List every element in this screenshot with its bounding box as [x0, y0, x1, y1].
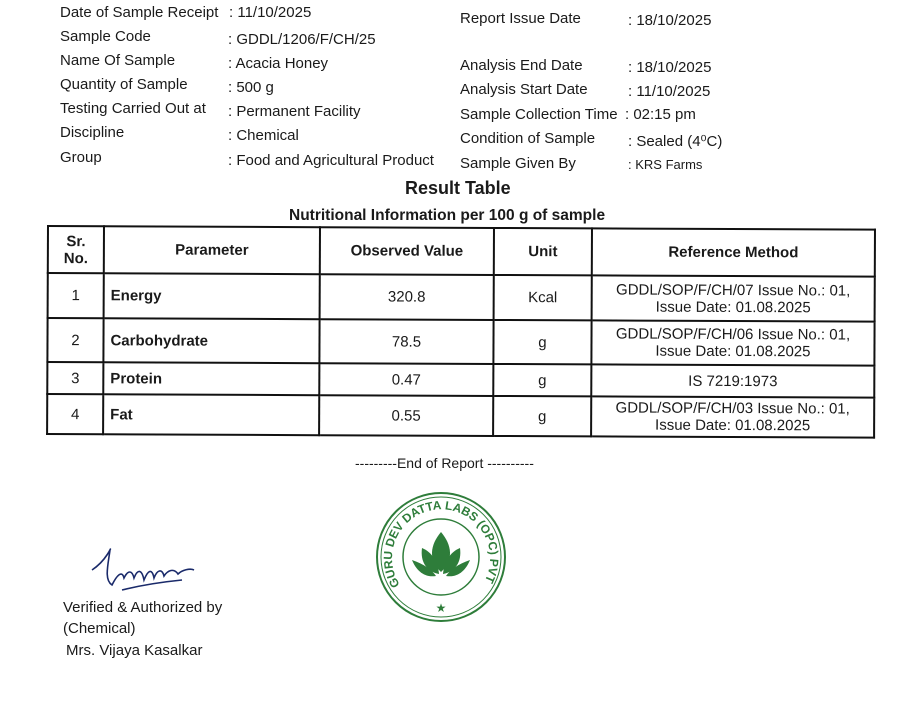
field-value: : Food and Agricultural Product [228, 152, 434, 169]
cell-unit: g [493, 363, 592, 397]
field-value: : 18/10/2025 [628, 59, 712, 76]
cell-reference-method: IS 7219:1973 [591, 364, 875, 398]
field-label: Report Issue Date [460, 10, 581, 27]
cell-sr-no: 4 [47, 394, 104, 435]
field-value: : Permanent Facility [228, 103, 361, 120]
field-value: : 18/10/2025 [628, 12, 712, 29]
signature [91, 548, 195, 591]
header-unit: Unit [493, 227, 592, 276]
header-sr-no: Sr. No. [47, 226, 104, 274]
field-value: : 500 g [228, 79, 274, 96]
field-label: Condition of Sample [460, 130, 596, 147]
field-value: : Sealed (4⁰C) [628, 133, 723, 150]
table-row: 3 Protein 0.47 g IS 7219:1973 [47, 362, 875, 398]
lotus-icon [412, 532, 470, 577]
field-label: Quantity of Sample [60, 76, 188, 93]
field-value: : 02:15 pm [625, 106, 696, 123]
header-reference-method: Reference Method [591, 228, 875, 277]
result-table-title: Result Table [405, 178, 511, 198]
field-value: : KRS Farms [628, 157, 703, 172]
header-observed-value: Observed Value [319, 227, 494, 275]
signature-discipline: (Chemical) [63, 620, 136, 637]
cell-sr-no: 1 [47, 273, 104, 319]
cell-reference-method: GDDL/SOP/F/CH/07 Issue No.: 01, Issue Da… [591, 275, 875, 322]
field-label: Sample Collection Time [460, 106, 618, 123]
cell-sr-no: 2 [47, 318, 104, 363]
field-value: : Acacia Honey [228, 55, 329, 72]
star-icon: ★ [436, 601, 447, 615]
cell-observed-value: 78.5 [319, 319, 494, 364]
field-value: : GDDL/1206/F/CH/25 [228, 31, 376, 48]
lab-stamp: GURU DEV DATTA LABS (OPC) PVT LTD ★ [372, 490, 506, 622]
cell-observed-value: 320.8 [319, 274, 494, 320]
field-label: Discipline [60, 124, 125, 141]
header-parameter: Parameter [103, 226, 320, 275]
field-value: : 11/10/2025 [229, 4, 312, 21]
cell-unit: g [493, 395, 592, 437]
cell-parameter: Carbohydrate [103, 318, 320, 364]
field-label: Sample Code [60, 28, 151, 45]
end-of-report: ---------End of Report ---------- [355, 455, 534, 471]
cell-parameter: Fat [103, 394, 320, 436]
cell-sr-no: 3 [47, 362, 104, 395]
signature-name: Mrs. Vijaya Kasalkar [66, 642, 203, 659]
field-label: Analysis Start Date [460, 81, 588, 98]
cell-reference-method: GDDL/SOP/F/CH/03 Issue No.: 01, Issue Da… [591, 396, 875, 438]
field-label: Name Of Sample [60, 52, 176, 69]
cell-reference-method: GDDL/SOP/F/CH/06 Issue No.: 01, Issue Da… [591, 320, 875, 366]
cell-parameter: Protein [103, 362, 320, 396]
results-table: Sr. No. Parameter Observed Value Unit Re… [46, 225, 876, 439]
cell-unit: g [493, 319, 592, 365]
field-label: Group [60, 149, 102, 166]
field-label: Date of Sample Receipt [60, 4, 219, 21]
cell-observed-value: 0.55 [319, 395, 494, 436]
field-value: : 11/10/2025 [628, 83, 711, 100]
field-label: Analysis End Date [460, 57, 583, 74]
field-label: Testing Carried Out at [60, 100, 206, 117]
signature-verified-by: Verified & Authorized by [63, 599, 223, 616]
cell-observed-value: 0.47 [319, 363, 494, 396]
field-label: Sample Given By [460, 155, 576, 172]
table-row: 4 Fat 0.55 g GDDL/SOP/F/CH/03 Issue No.:… [47, 394, 875, 438]
table-row: 2 Carbohydrate 78.5 g GDDL/SOP/F/CH/06 I… [47, 318, 875, 366]
cell-parameter: Energy [103, 273, 320, 320]
field-value: : Chemical [228, 127, 299, 144]
table-caption: Nutritional Information per 100 g of sam… [289, 207, 606, 224]
cell-unit: Kcal [493, 274, 592, 321]
table-row: 1 Energy 320.8 Kcal GDDL/SOP/F/CH/07 Iss… [47, 273, 875, 322]
